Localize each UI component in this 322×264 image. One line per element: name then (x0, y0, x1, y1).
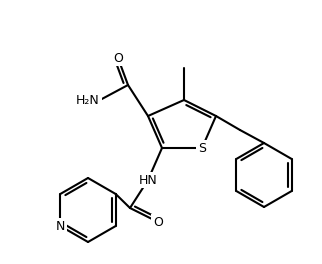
Text: S: S (198, 142, 206, 154)
Text: H₂N: H₂N (76, 93, 100, 106)
Text: O: O (153, 215, 163, 229)
Text: N: N (56, 219, 65, 233)
Text: HN: HN (139, 173, 157, 186)
Text: O: O (113, 51, 123, 64)
